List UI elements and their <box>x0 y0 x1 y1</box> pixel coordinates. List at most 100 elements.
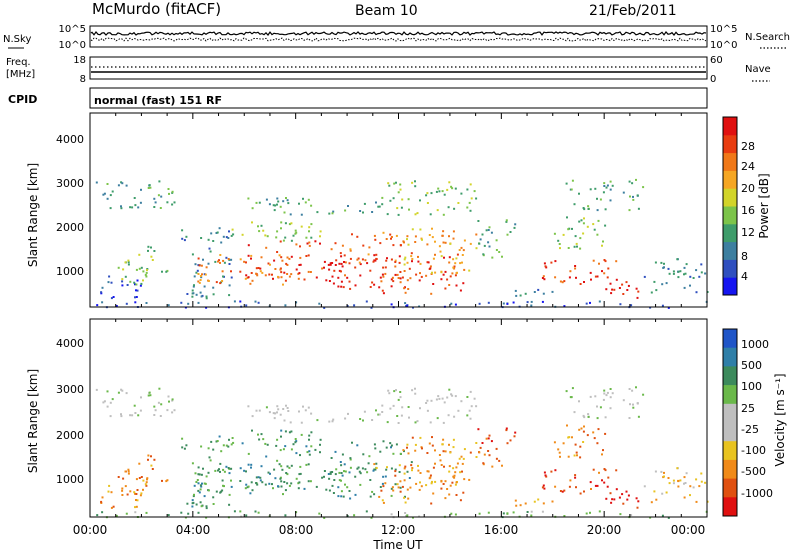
power-cell <box>375 253 378 256</box>
velocity-cell <box>373 443 376 446</box>
power-cell <box>579 237 582 240</box>
velocity-cell <box>403 467 406 470</box>
velocity-cell <box>452 446 455 449</box>
power-cell <box>571 227 573 230</box>
power-cell <box>610 292 613 295</box>
power-cell <box>165 270 168 273</box>
velocity-cell <box>429 474 432 477</box>
power-cell <box>277 275 279 278</box>
power-cell <box>239 300 242 303</box>
velocity-cell <box>199 488 202 491</box>
power-cell <box>205 295 208 298</box>
power-cell <box>272 277 274 280</box>
velocity-ytick-2000: 2000 <box>56 429 84 442</box>
velocity-cell <box>550 470 553 473</box>
velocity-cell <box>384 475 387 478</box>
velocity-cell <box>101 511 104 514</box>
velocity-cell <box>562 442 565 445</box>
power-ytick-3000: 3000 <box>56 177 84 190</box>
velocity-cell <box>404 501 407 504</box>
power-cell <box>249 282 252 285</box>
velocity-cell <box>419 481 421 484</box>
power-cell <box>404 291 407 294</box>
power-cell <box>299 256 302 259</box>
power-cell <box>605 186 608 189</box>
power-cell <box>298 272 301 275</box>
power-cell <box>418 279 421 282</box>
power-cell <box>153 250 156 252</box>
velocity-cell <box>411 436 414 439</box>
velocity-cell <box>305 445 308 448</box>
velocity-cell <box>335 468 338 471</box>
power-cell <box>426 202 429 204</box>
nsky-panel <box>89 25 708 48</box>
power-cell <box>435 190 438 193</box>
velocity-cell <box>257 511 260 514</box>
power-cell <box>185 235 188 238</box>
power-cell <box>337 276 340 279</box>
velocity-cell <box>375 409 377 412</box>
velocity-cell <box>446 488 449 490</box>
power-cell <box>488 226 491 229</box>
velocity-cell <box>106 390 109 393</box>
velocity-cell <box>443 401 446 404</box>
power-cell <box>385 238 388 240</box>
velocity-cell <box>101 496 104 499</box>
velocity-cell <box>181 446 184 449</box>
nsky-trace <box>90 31 707 42</box>
power-cell <box>406 279 409 282</box>
power-cell <box>379 276 382 279</box>
velocity-cell <box>215 440 218 443</box>
velocity-colorbar-segment <box>723 347 737 367</box>
power-cell <box>475 247 478 250</box>
velocity-cell <box>349 458 352 461</box>
power-cell <box>257 267 260 269</box>
velocity-cell <box>469 417 472 420</box>
power-cell <box>452 230 455 233</box>
velocity-colorbar-frame <box>722 328 738 517</box>
power-cell <box>446 278 449 281</box>
velocity-cell <box>396 483 399 486</box>
power-cell <box>353 304 356 307</box>
velocity-cell <box>488 434 491 437</box>
power-colorbar-segment <box>723 117 737 136</box>
velocity-cell <box>251 429 253 432</box>
power-cell <box>442 230 445 233</box>
velocity-cell <box>121 487 124 490</box>
velocity-cell <box>420 446 423 449</box>
velocity-cell <box>294 441 297 444</box>
velocity-cell <box>459 471 462 474</box>
power-cell <box>145 275 148 278</box>
power-cell <box>120 207 123 210</box>
velocity-cell <box>583 490 585 493</box>
power-cell <box>121 284 124 287</box>
power-cell <box>199 279 202 281</box>
velocity-cell <box>602 398 605 401</box>
velocity-cell <box>689 494 691 497</box>
velocity-cell <box>630 514 633 517</box>
velocity-cell <box>635 497 638 500</box>
velocity-cell <box>204 482 207 485</box>
power-cell <box>222 259 225 262</box>
power-cell <box>382 292 385 295</box>
power-cell <box>279 267 282 270</box>
velocity-cell <box>334 450 337 453</box>
power-cell <box>273 209 276 212</box>
power-cell <box>250 257 252 260</box>
power-cell <box>684 272 687 275</box>
power-cell <box>462 282 465 285</box>
velocity-cell <box>604 416 607 419</box>
power-cell <box>429 213 432 216</box>
power-cell <box>102 193 105 196</box>
power-cell <box>498 251 501 253</box>
power-cell <box>124 261 127 264</box>
power-cell <box>394 259 397 262</box>
velocity-cell <box>100 502 103 504</box>
power-cell <box>256 274 259 277</box>
velocity-cell <box>487 511 490 514</box>
power-cell <box>598 300 601 303</box>
velocity-cell <box>679 479 682 482</box>
power-cell <box>506 233 509 236</box>
velocity-cell <box>250 466 252 469</box>
power-cell <box>434 271 437 274</box>
